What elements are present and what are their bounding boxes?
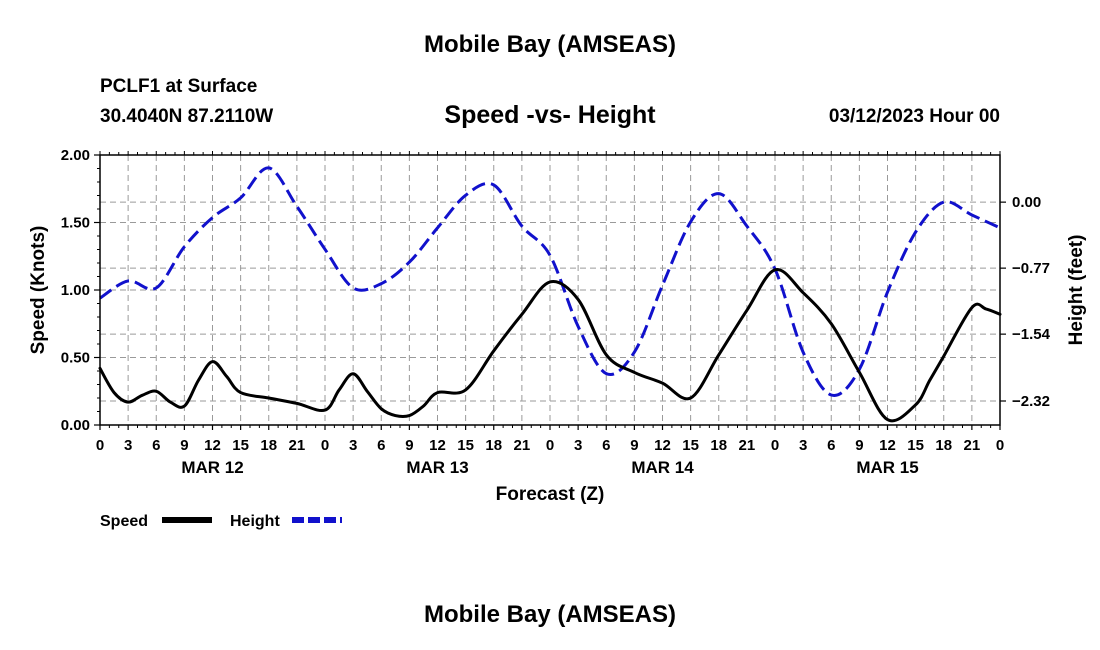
chart-title: Mobile Bay (AMSEAS) (423, 31, 677, 58)
x-tick-label: 0 (546, 437, 554, 454)
x-tick-label: 0 (996, 437, 1004, 454)
y2-tick-label: −2.32 (1012, 393, 1050, 410)
x-tick-label: 12 (654, 437, 671, 454)
y-axis-label: Speed (Knots) (28, 226, 49, 355)
x-tick-label: 21 (514, 437, 531, 454)
y2-tick-label: 0.00 (1012, 194, 1041, 211)
x-tick-label: 18 (710, 437, 727, 454)
x-tick-label: 3 (349, 437, 357, 454)
x-tick-label: 6 (602, 437, 610, 454)
x-tick-label: 0 (771, 437, 779, 454)
x-tick-label: 6 (377, 437, 385, 454)
axis-layer: 0 3 6 9 12 15 18 21 0 3 6 9 12 15 18 21 0 3 6 9 12 15 18 21 0 3 6 9… (61, 147, 1051, 477)
grid-layer (100, 155, 1000, 425)
coordinates-label: 30.4040N 87.2110W (100, 106, 274, 127)
speed-series-line (98, 268, 1002, 423)
y-tick-label: 0.00 (61, 417, 90, 434)
y2-tick-label: −1.54 (1012, 326, 1051, 343)
x-tick-label: 21 (739, 437, 756, 454)
x-date-label: MAR 14 (631, 458, 694, 477)
x-tick-label: 6 (827, 437, 835, 454)
x-axis-label: Forecast (Z) (496, 484, 605, 505)
forecast-datetime: 03/12/2023 Hour 00 (828, 106, 1000, 127)
x-tick-label: 15 (907, 437, 924, 454)
bottom-chart-title: Mobile Bay (AMSEAS) (423, 601, 677, 628)
x-tick-label: 3 (799, 437, 807, 454)
legend: Speed Height (100, 513, 342, 530)
y-tick-label: 0.50 (61, 350, 90, 367)
x-tick-label: 0 (321, 437, 329, 454)
y2-tick-label: −0.77 (1012, 260, 1050, 277)
x-date-label: MAR 13 (406, 458, 468, 477)
x-tick-label: 21 (964, 437, 981, 454)
chart-subtitle: Speed -vs- Height (444, 101, 656, 129)
x-tick-label: 15 (232, 437, 249, 454)
x-date-label: MAR 12 (181, 458, 243, 477)
station-label: PCLF1 at Surface (100, 76, 258, 97)
y-tick-label: 2.00 (61, 147, 90, 164)
x-tick-label: 3 (574, 437, 582, 454)
x-tick-label: 18 (485, 437, 502, 454)
x-tick-label: 9 (855, 437, 863, 454)
speed-height-chart: 0 3 6 9 12 15 18 21 0 3 6 9 12 15 18 21 0 3 6 9 12 15 18 21 0 3 6 9… (28, 147, 1087, 530)
x-tick-label: 12 (879, 437, 896, 454)
x-tick-label: 9 (180, 437, 188, 454)
x-tick-label: 3 (124, 437, 132, 454)
x-tick-label: 18 (260, 437, 277, 454)
x-tick-label: 6 (152, 437, 160, 454)
x-tick-label: 0 (96, 437, 104, 454)
x-tick-label: 15 (457, 437, 474, 454)
legend-speed-label: Speed (100, 513, 148, 530)
x-date-label: MAR 15 (856, 458, 918, 477)
x-tick-label: 21 (289, 437, 306, 454)
legend-height-label: Height (230, 513, 280, 530)
height-layer (99, 166, 1001, 397)
y2-axis-label: Height (feet) (1066, 235, 1087, 346)
x-tick-label: 9 (630, 437, 638, 454)
y-tick-label: 1.50 (61, 215, 90, 232)
x-tick-label: 12 (429, 437, 446, 454)
height-series-line (99, 166, 1001, 397)
y-tick-label: 1.00 (61, 282, 90, 299)
x-tick-label: 18 (935, 437, 952, 454)
x-tick-label: 9 (405, 437, 413, 454)
x-tick-label: 12 (204, 437, 221, 454)
speed-layer (98, 268, 1002, 423)
x-tick-label: 15 (682, 437, 699, 454)
